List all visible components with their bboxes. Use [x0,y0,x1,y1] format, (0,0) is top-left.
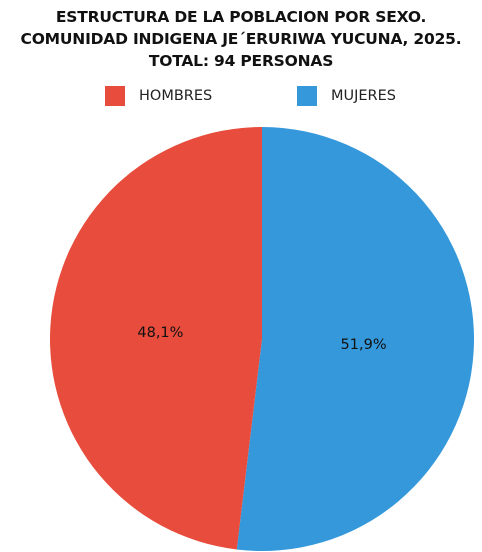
data-label-mujeres: 51,9% [341,337,387,353]
legend-item-mujeres: MUJERES [297,86,396,106]
legend-swatch-mujeres [297,86,317,106]
pie-slice-hombres [49,127,262,550]
chart-title-line-1: ESTRUCTURA DE LA POBLACION POR SEXO. [55,8,427,26]
chart-legend: HOMBRES MUJERES [0,86,482,108]
legend-swatch-hombres [105,86,125,106]
chart-title-line-2: COMUNIDAD INDIGENA JE´ERURIWA YUCUNA, 20… [20,30,462,48]
chart-title: ESTRUCTURA DE LA POBLACION POR SEXO. COM… [0,6,482,72]
pie-slice-mujeres [236,127,474,551]
data-label-hombres: 48,1% [137,325,183,341]
legend-item-hombres: HOMBRES [105,86,212,106]
chart-title-line-3: TOTAL: 94 PERSONAS [148,52,334,70]
legend-label-mujeres: MUJERES [331,88,397,104]
legend-label-hombres: HOMBRES [139,88,213,104]
